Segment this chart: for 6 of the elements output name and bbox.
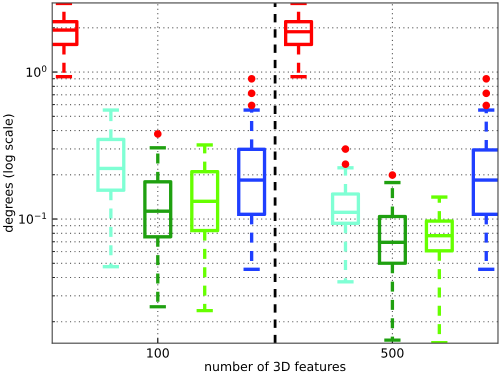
y-tick-label: 10$^{0}$	[26, 65, 46, 77]
x-tick-label: 100	[147, 348, 169, 358]
y-axis-title: degrees (log scale)	[3, 114, 16, 232]
x-tick-label: 500	[381, 348, 404, 358]
x-axis-title: number of 3D features	[205, 362, 346, 372]
y-tick-label: 10$^{−1}$	[19, 212, 46, 224]
